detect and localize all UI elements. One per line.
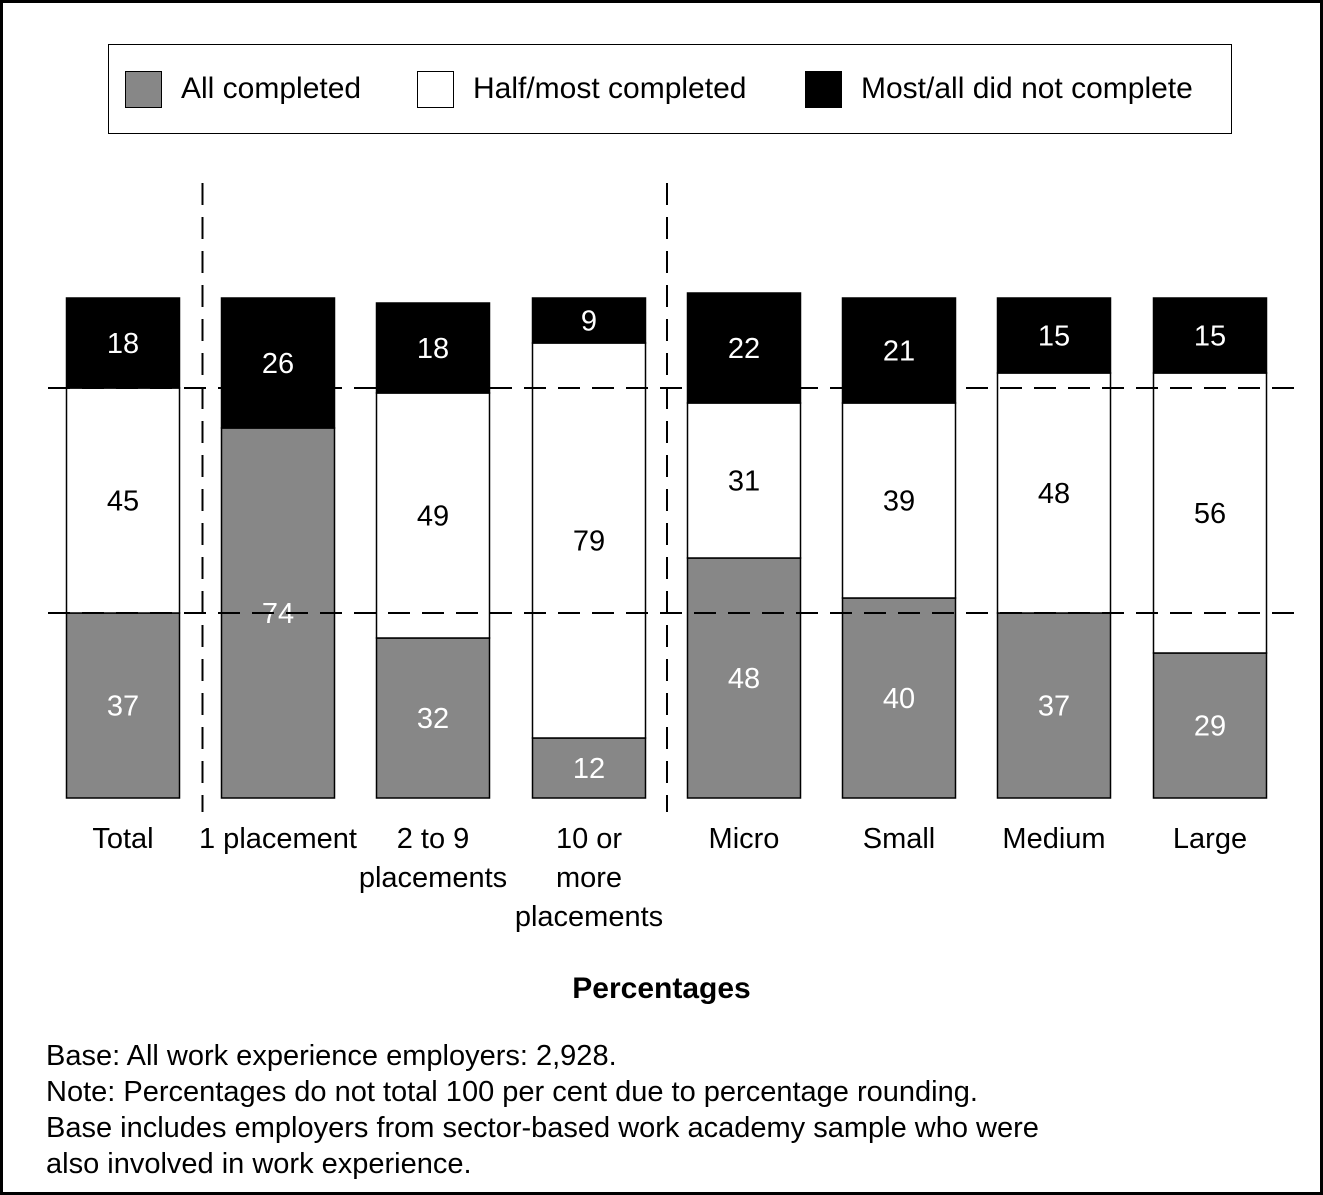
data-label-did-not-complete-total: 18 [107,328,139,360]
note-sector-line-2: also involved in work experience. [46,1148,472,1180]
legend-item-all-completed: All completed [125,69,361,109]
bar-segment-half-most-completed-total [65,387,181,614]
category-label-small: Small [863,823,936,855]
legend-item-half-most-completed: Half/most completed [417,69,746,109]
note-base: Base: All work experience employers: 2,9… [46,1040,617,1072]
bar-segment-all-completed-medium [996,612,1112,799]
bar-segment-half-most-completed-large [1152,372,1268,654]
bar-segment-half-most-completed-small [841,402,957,599]
data-label-did-not-complete-small: 21 [883,336,915,368]
bar-segment-all-completed-small [841,597,957,799]
bar-segment-all-completed-10-or-more-placements [531,737,647,799]
data-label-did-not-complete-1-placement: 26 [262,348,294,380]
legend-swatch-half-most-completed [417,70,454,108]
category-label-1-placement: 1 placement [199,823,357,855]
note-rounding: Note: Percentages do not total 100 per c… [46,1076,978,1108]
data-label-did-not-complete-micro: 22 [728,333,760,365]
bar-segment-did-not-complete-total [65,297,181,389]
data-label-half-most-completed-micro: 31 [728,466,760,498]
bar-segment-all-completed-large [1152,652,1268,799]
data-label-half-most-completed-small: 39 [883,486,915,518]
bar-segment-did-not-complete-2-to-9-placements [375,302,491,394]
legend: All completed Half/most completed Most/a… [108,44,1232,134]
legend-label-all-completed: All completed [181,72,362,105]
bar-segment-did-not-complete-micro [686,292,802,404]
category-label-2-to-9-placements: 2 to 9 placements [359,823,507,894]
bar-segment-did-not-complete-1-placement [220,297,336,429]
bar-segment-all-completed-total [65,612,181,799]
bar-segment-did-not-complete-large [1152,297,1268,374]
data-label-all-completed-2-to-9-placements: 32 [417,703,449,735]
category-label-10-or-more-placements: 10 or more placements [515,823,663,933]
bar-segment-all-completed-micro [686,557,802,799]
bar-segment-half-most-completed-10-or-more-placements [531,342,647,739]
legend-label-half-most-completed: Half/most completed [473,72,747,105]
data-label-all-completed-medium: 37 [1038,691,1070,723]
data-label-all-completed-total: 37 [107,691,139,723]
data-label-half-most-completed-large: 56 [1194,498,1226,530]
category-label-total: Total [92,823,153,855]
data-label-all-completed-micro: 48 [728,663,760,695]
legend-label-did-not-complete: Most/all did not complete [861,72,1193,105]
data-label-half-most-completed-2-to-9-placements: 49 [417,501,449,533]
data-label-all-completed-small: 40 [883,683,915,715]
data-label-did-not-complete-10-or-more-placements: 9 [581,306,597,338]
data-label-half-most-completed-medium: 48 [1038,478,1070,510]
data-label-did-not-complete-2-to-9-placements: 18 [417,333,449,365]
legend-swatch-all-completed [125,70,162,108]
bar-segment-did-not-complete-small [841,297,957,404]
data-label-all-completed-large: 29 [1194,711,1226,743]
x-axis-title: Percentages [572,972,751,1005]
bar-segment-did-not-complete-10-or-more-placements [531,297,647,344]
legend-swatch-did-not-complete [805,70,842,108]
data-label-half-most-completed-10-or-more-placements: 79 [573,526,605,558]
category-label-medium: Medium [1002,823,1105,855]
chart-notes: Base: All work experience employers: 2,9… [46,1038,1039,1182]
bar-segment-all-completed-2-to-9-placements [375,637,491,799]
data-label-did-not-complete-large: 15 [1194,321,1226,353]
note-sector-line-1: Base includes employers from sector-base… [46,1112,1039,1144]
data-label-did-not-complete-medium: 15 [1038,321,1070,353]
bar-segment-half-most-completed-2-to-9-placements [375,392,491,639]
category-label-large: Large [1173,823,1247,855]
data-label-half-most-completed-total: 45 [107,486,139,518]
category-label-micro: Micro [709,823,780,855]
data-label-all-completed-10-or-more-placements: 12 [573,753,605,785]
bar-segment-did-not-complete-medium [996,297,1112,374]
legend-item-did-not-complete: Most/all did not complete [805,69,1193,109]
